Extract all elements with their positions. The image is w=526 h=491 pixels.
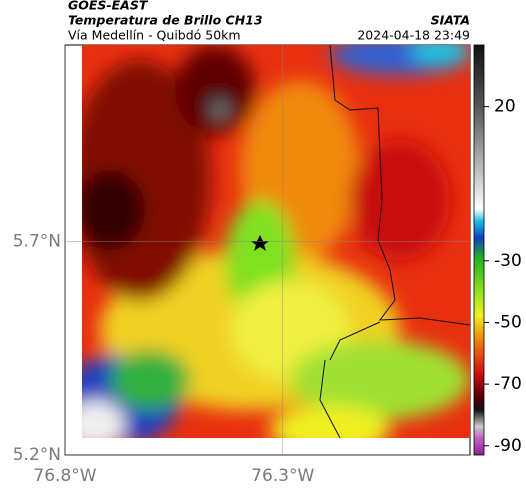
title: GOES-EAST xyxy=(68,0,149,13)
station-marker xyxy=(251,235,269,251)
y-tick-label: 5.2°N xyxy=(13,445,61,465)
x-tick-label: 76.8°W xyxy=(33,466,96,486)
subtitle: Temperatura de Brillo CH13 xyxy=(68,13,263,28)
y-tick-label: 5.7°N xyxy=(13,231,61,251)
colorbar-tick-label: -30 xyxy=(494,251,522,271)
colorbar-tick-label: -90 xyxy=(494,436,522,456)
colorbar xyxy=(473,44,485,456)
region: Vía Medellín - Quibdó 50km xyxy=(68,28,241,43)
satellite-image xyxy=(82,45,470,438)
ticks: 76.8°W 76.3°W 5.2°N 5.7°N 20 -30 -50 -70 -90 xyxy=(13,45,522,486)
border-line xyxy=(319,44,471,439)
colorbar-tick-label: -70 xyxy=(494,374,522,394)
x-tick-label: 76.3°W xyxy=(251,466,314,486)
source: SIATA xyxy=(431,13,470,28)
colorbar-tick-label: 20 xyxy=(494,97,516,117)
colorbar-tick-label: -50 xyxy=(494,312,522,332)
timestamp: 2024-04-18 23:49 xyxy=(357,28,470,43)
